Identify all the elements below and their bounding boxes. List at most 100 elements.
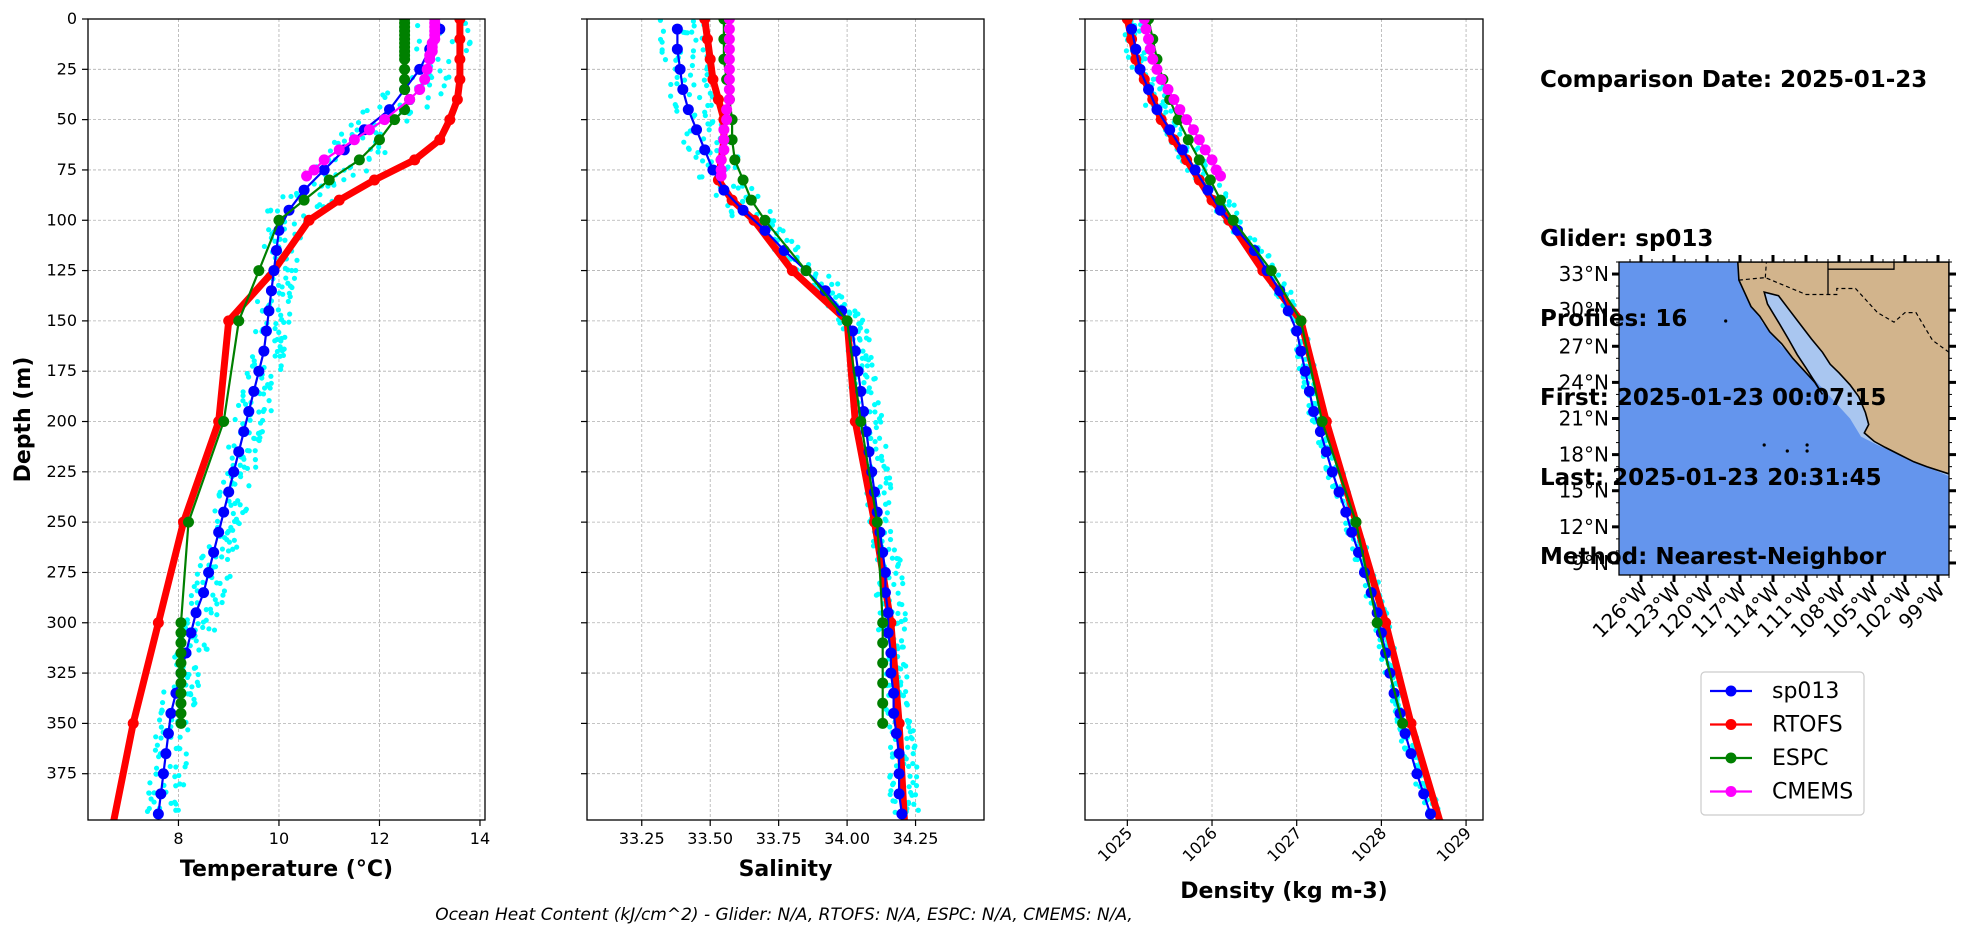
series-point-ESPC <box>175 657 187 669</box>
mexico-land <box>1736 262 1949 475</box>
raw-point <box>366 156 372 162</box>
raw-point <box>252 448 258 454</box>
raw-point <box>709 120 715 126</box>
raw-point <box>691 82 697 88</box>
series-point-sp013 <box>260 325 272 337</box>
series-point-sp013 <box>414 63 426 75</box>
lat-label: 30°N <box>1559 298 1609 322</box>
raw-point <box>191 696 197 702</box>
raw-point <box>883 706 889 713</box>
series-point-RTOFS <box>303 214 315 226</box>
raw-point <box>235 402 242 409</box>
raw-point <box>1168 108 1174 114</box>
series-point-ESPC <box>729 154 741 166</box>
raw-point <box>234 544 240 550</box>
series-point-CMEMS <box>1138 19 1150 25</box>
raw-point <box>704 72 710 78</box>
raw-point <box>173 801 179 807</box>
series-point-sp013 <box>198 587 210 599</box>
series-point-sp013 <box>674 63 686 75</box>
last-time: Last: 2025-01-23 20:31:45 <box>1540 464 1882 491</box>
raw-point <box>674 74 680 80</box>
raw-point <box>195 621 201 627</box>
raw-point <box>159 699 166 706</box>
raw-point <box>1122 32 1128 38</box>
series-point-ESPC <box>175 717 187 729</box>
x-tick-label: 1028 <box>1348 823 1390 865</box>
raw-point <box>279 317 285 323</box>
series-point-ESPC <box>389 114 401 126</box>
raw-point <box>261 243 268 250</box>
series-point-ESPC <box>175 637 187 649</box>
raw-point <box>875 627 882 633</box>
legend-label: CMEMS <box>1772 780 1853 805</box>
raw-point <box>681 139 687 145</box>
raw-point <box>1157 86 1163 92</box>
raw-point <box>373 130 379 136</box>
raw-point <box>886 500 892 506</box>
raw-point <box>889 555 895 561</box>
series-point-sp013 <box>1151 104 1163 116</box>
raw-point <box>875 455 881 461</box>
raw-point <box>287 294 293 300</box>
raw-point <box>703 82 710 89</box>
series-point-ESPC <box>841 315 853 327</box>
raw-point <box>1288 289 1294 295</box>
raw-point <box>241 464 247 470</box>
raw-point <box>725 164 731 170</box>
raw-point <box>156 717 163 723</box>
raw-point <box>240 421 246 427</box>
raw-point <box>177 734 183 740</box>
raw-point <box>1129 64 1135 70</box>
series-point-CMEMS <box>1193 134 1205 146</box>
raw-point <box>214 612 220 618</box>
raw-point <box>282 237 288 243</box>
series-point-sp013 <box>1333 486 1345 498</box>
raw-point <box>912 743 918 749</box>
series-point-ESPC <box>737 174 749 186</box>
raw-point <box>872 375 878 382</box>
raw-point <box>237 471 244 477</box>
raw-point <box>272 325 278 332</box>
series-point-sp013 <box>238 426 250 438</box>
x-tick-label: 1025 <box>1094 823 1136 865</box>
island <box>1785 449 1789 453</box>
series-point-CMEMS <box>1181 114 1193 126</box>
series-point-CMEMS <box>404 94 416 106</box>
legend-item-RTOFS: RTOFS <box>1710 713 1843 738</box>
legend-label: RTOFS <box>1772 713 1843 738</box>
raw-point <box>863 356 869 362</box>
raw-point <box>895 561 901 567</box>
series-point-CMEMS <box>333 144 345 156</box>
glider-raw-cloud <box>657 19 921 815</box>
raw-point <box>1300 384 1307 390</box>
raw-point <box>416 38 422 44</box>
series-point-ESPC <box>1350 516 1362 528</box>
raw-point <box>243 506 249 512</box>
raw-point <box>183 751 189 757</box>
series-point-sp013 <box>1399 727 1411 739</box>
series-point-ESPC <box>175 647 187 659</box>
raw-point <box>705 121 711 127</box>
raw-point <box>291 275 298 281</box>
raw-point <box>898 679 904 685</box>
info-panel: Comparison Date: 2025-01-23 Glider: sp01… <box>1540 14 1927 597</box>
lat-label: 24°N <box>1559 370 1609 394</box>
raw-point <box>203 617 209 623</box>
series-point-sp013 <box>265 285 277 297</box>
series-point-CMEMS <box>723 23 735 35</box>
raw-point <box>1163 109 1169 115</box>
raw-point <box>208 610 214 616</box>
series-point-sp013 <box>882 627 894 639</box>
raw-point <box>876 416 883 422</box>
raw-point <box>232 481 238 487</box>
legend-marker <box>1725 786 1737 797</box>
raw-point <box>1125 54 1132 60</box>
raw-point <box>900 661 907 668</box>
raw-point <box>221 479 227 485</box>
series-point-CMEMS <box>1187 124 1199 136</box>
raw-point <box>255 436 261 443</box>
series-point-CMEMS <box>1147 53 1159 65</box>
raw-point <box>235 498 241 504</box>
raw-point <box>749 185 755 192</box>
